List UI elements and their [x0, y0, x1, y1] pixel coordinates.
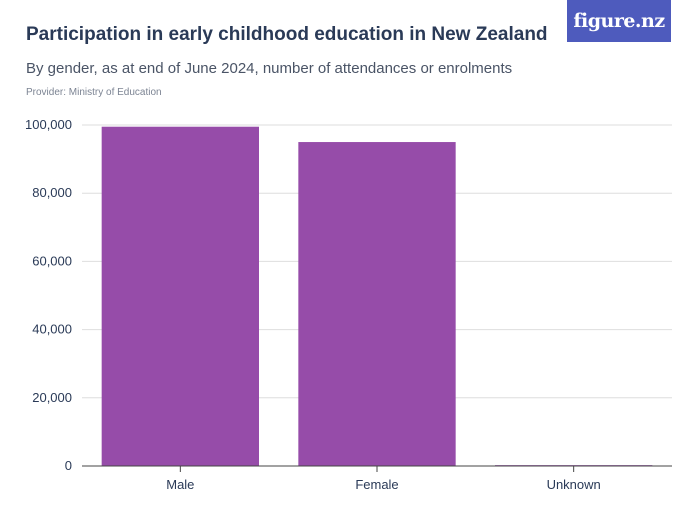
- figure-nz-logo[interactable]: figure.nz: [567, 0, 671, 42]
- data-provider: Provider: Ministry of Education: [26, 87, 162, 98]
- x-tick-label: Unknown: [547, 477, 601, 492]
- y-tick-label: 60,000: [32, 253, 72, 268]
- y-axis-ticks: 0 20,000 40,000 60,000 80,000 100,000: [25, 117, 72, 473]
- y-tick-label: 0: [65, 458, 72, 473]
- x-tick-label: Female: [355, 477, 398, 492]
- bar-female[interactable]: [298, 142, 456, 467]
- chart-title: Participation in early childhood educati…: [26, 24, 548, 45]
- chart-subtitle: By gender, as at end of June 2024, numbe…: [26, 60, 513, 77]
- x-tick-label: Male: [166, 477, 194, 492]
- bar-male[interactable]: [101, 126, 260, 466]
- y-tick-label: 100,000: [25, 117, 72, 132]
- y-tick-label: 20,000: [32, 390, 72, 405]
- y-tick-label: 40,000: [32, 322, 72, 337]
- bars: [101, 126, 653, 467]
- y-tick-label: 80,000: [32, 185, 72, 200]
- figure-nz-logo-text: figure.nz: [573, 10, 665, 32]
- x-axis-ticks: Male Female Unknown: [82, 465, 672, 492]
